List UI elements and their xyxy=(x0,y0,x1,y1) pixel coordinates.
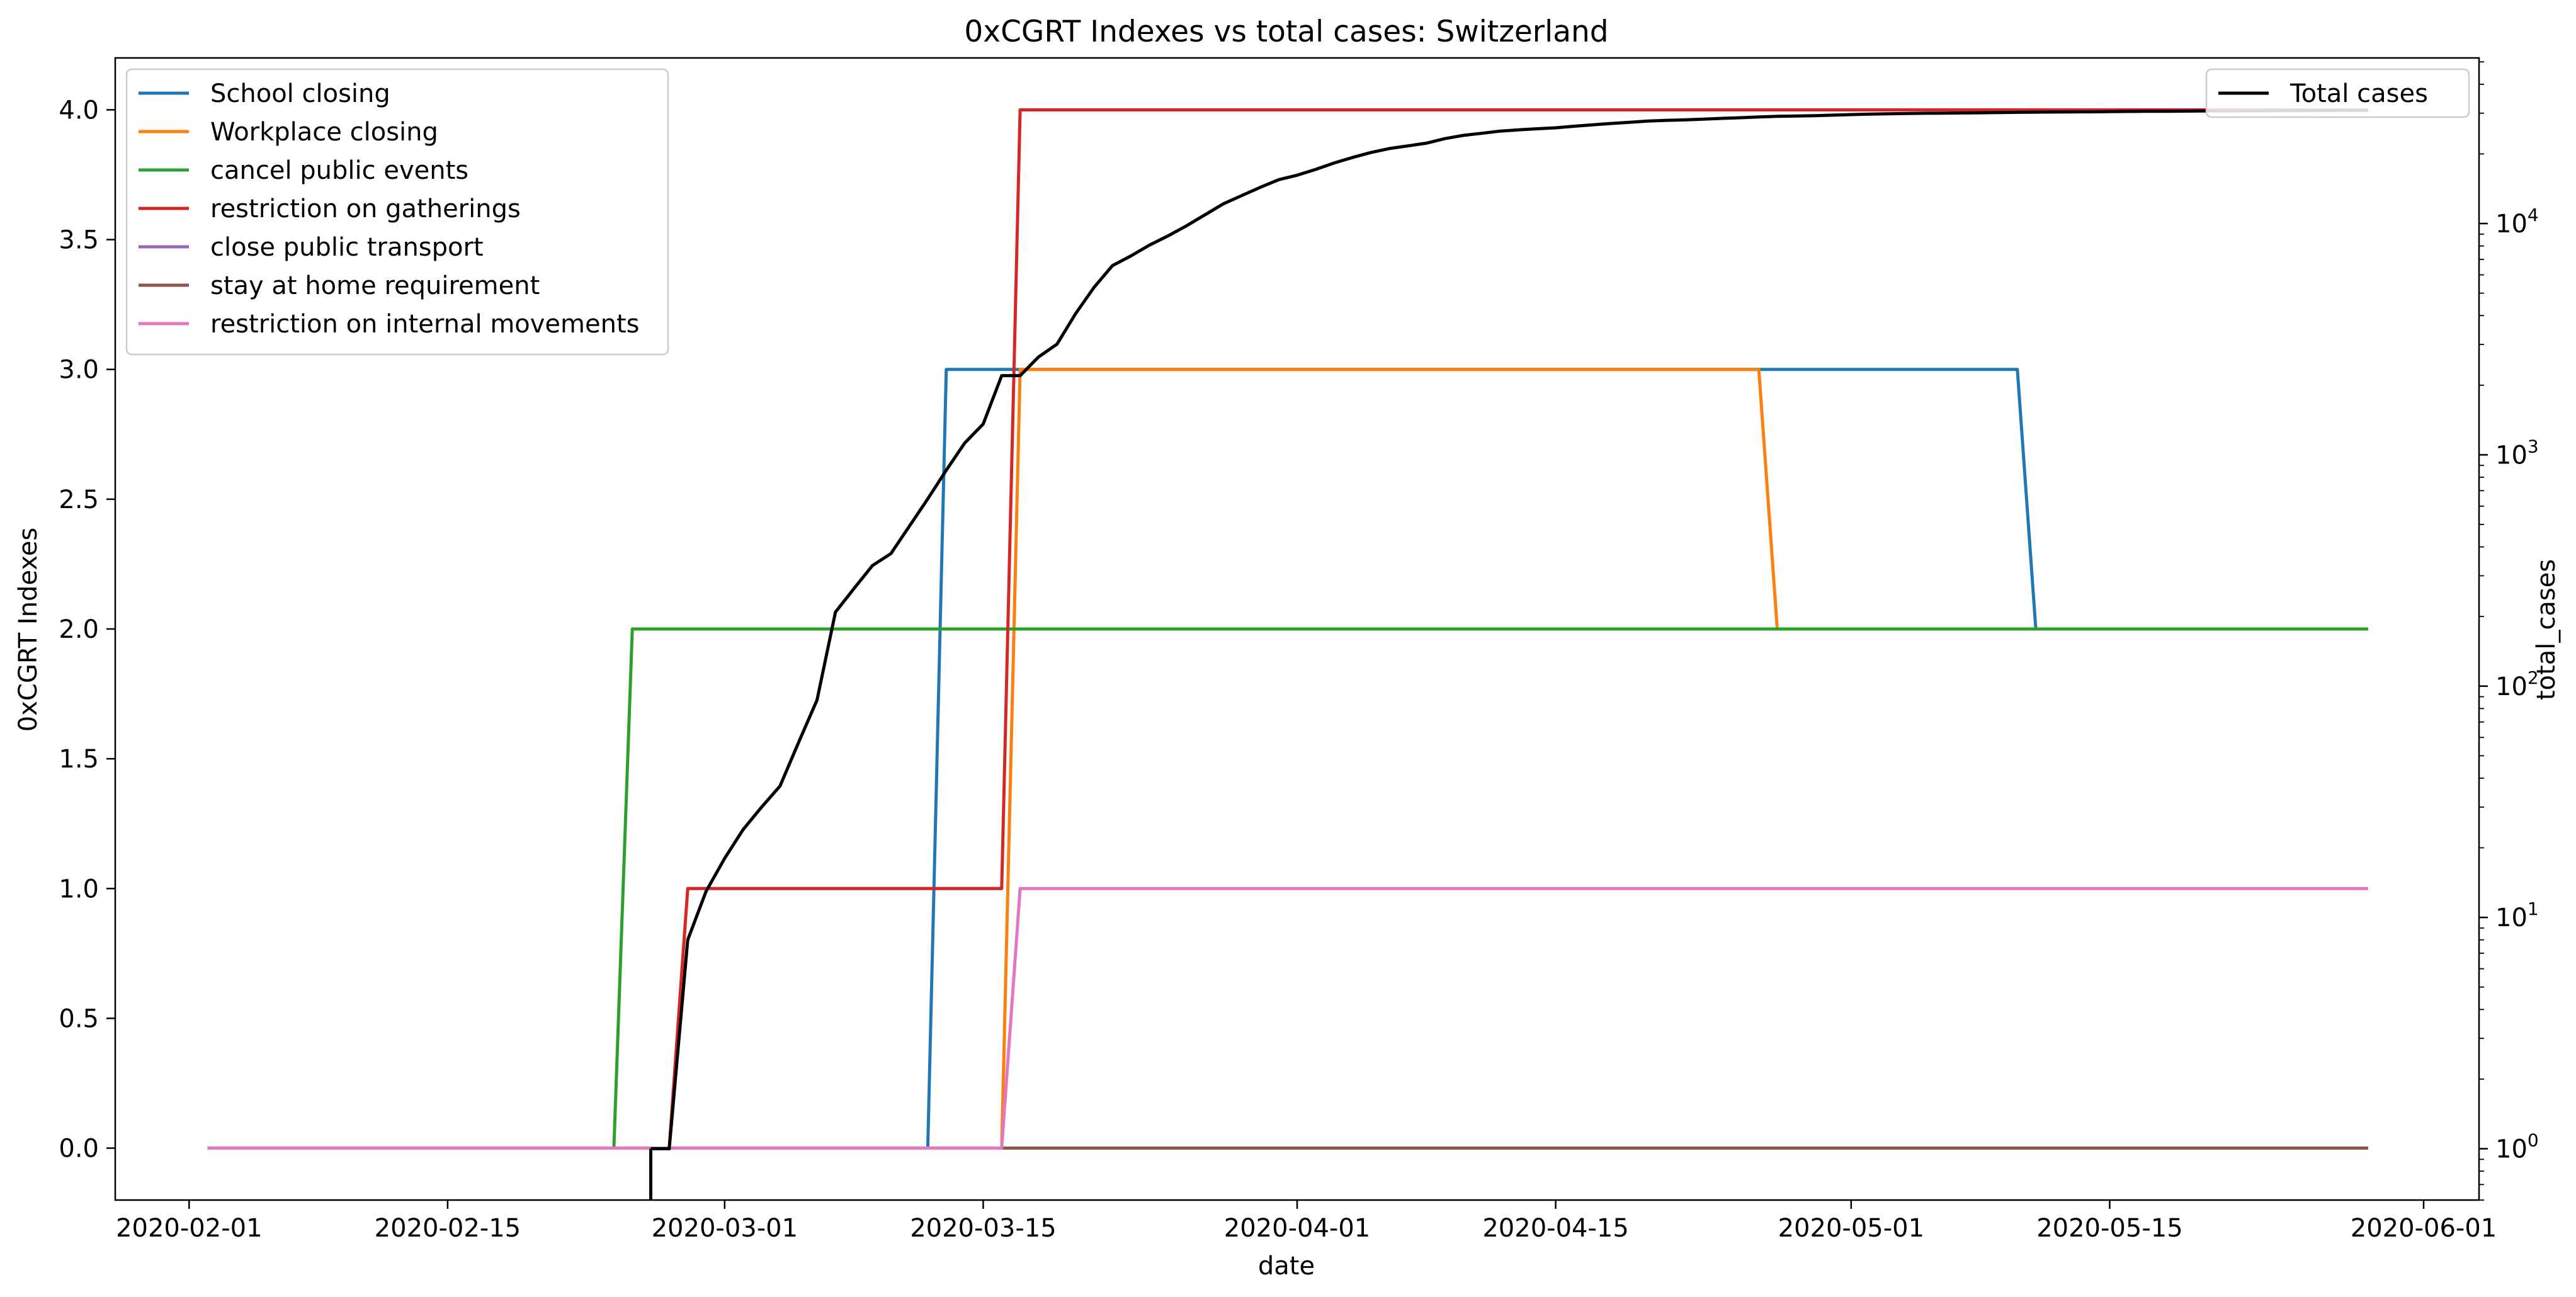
legend-label: Total cases xyxy=(2289,79,2428,108)
legend-label: School closing xyxy=(210,79,390,108)
x-tick-label: 2020-03-15 xyxy=(910,1214,1056,1243)
y-left-tick-label: 1.5 xyxy=(59,745,99,774)
y-axis-left-title: 0xCGRT Indexes xyxy=(14,528,43,732)
series-layer xyxy=(207,108,2369,1200)
legend-label: cancel public events xyxy=(210,156,468,185)
series-line-restriction-on-internal-movements xyxy=(207,886,2368,1150)
x-axis-title: date xyxy=(1258,1252,1315,1281)
y-left-tick-label: 4.0 xyxy=(59,96,99,125)
y-left-tick-label: 2.5 xyxy=(59,485,99,514)
y-left-tick-label: 1.0 xyxy=(59,875,99,903)
legend-label: stay at home requirement xyxy=(210,271,540,300)
x-tick-label: 2020-02-15 xyxy=(375,1214,521,1243)
x-axis: 2020-02-01 2020-02-15 2020-03-01 2020-03-15… xyxy=(116,1200,2497,1243)
legend-right: Total cases xyxy=(2205,68,2470,118)
legend-label: restriction on gatherings xyxy=(210,195,521,224)
x-tick-label: 2020-06-01 xyxy=(2351,1214,2497,1243)
chart-title: 0xCGRT Indexes vs total cases: Switzerla… xyxy=(964,14,1608,49)
y-axis-left: 0.0 0.5 1.0 1.5 2.0 2.5 3.0 3.5 4.0 xyxy=(59,96,115,1164)
x-tick-label: 2020-05-01 xyxy=(1778,1214,1924,1243)
x-tick-label: 2020-04-01 xyxy=(1224,1214,1370,1243)
y-axis-right-title: total_cases xyxy=(2532,559,2561,700)
y-left-tick-label: 3.0 xyxy=(59,356,99,385)
series-line-total-cases xyxy=(650,108,2369,1150)
x-tick-label: 2020-04-15 xyxy=(1482,1214,1628,1243)
legend-label: restriction on internal movements xyxy=(210,310,639,339)
legend-right-frame xyxy=(2205,68,2470,118)
legend-left-frame xyxy=(125,68,669,356)
legend-left: School closing Workplace closing cancel pu… xyxy=(125,68,669,356)
y-left-tick-label: 2.0 xyxy=(59,615,99,644)
x-tick-label: 2020-05-15 xyxy=(2036,1214,2182,1243)
x-tick-label: 2020-02-01 xyxy=(116,1214,262,1243)
legend-label: Workplace closing xyxy=(210,118,438,147)
legend-label: close public transport xyxy=(210,233,484,262)
x-tick-label: 2020-03-01 xyxy=(652,1214,798,1243)
y-left-tick-label: 0.5 xyxy=(59,1004,99,1033)
y-left-tick-label: 3.5 xyxy=(59,226,99,255)
y-left-tick-label: 0.0 xyxy=(59,1135,99,1164)
